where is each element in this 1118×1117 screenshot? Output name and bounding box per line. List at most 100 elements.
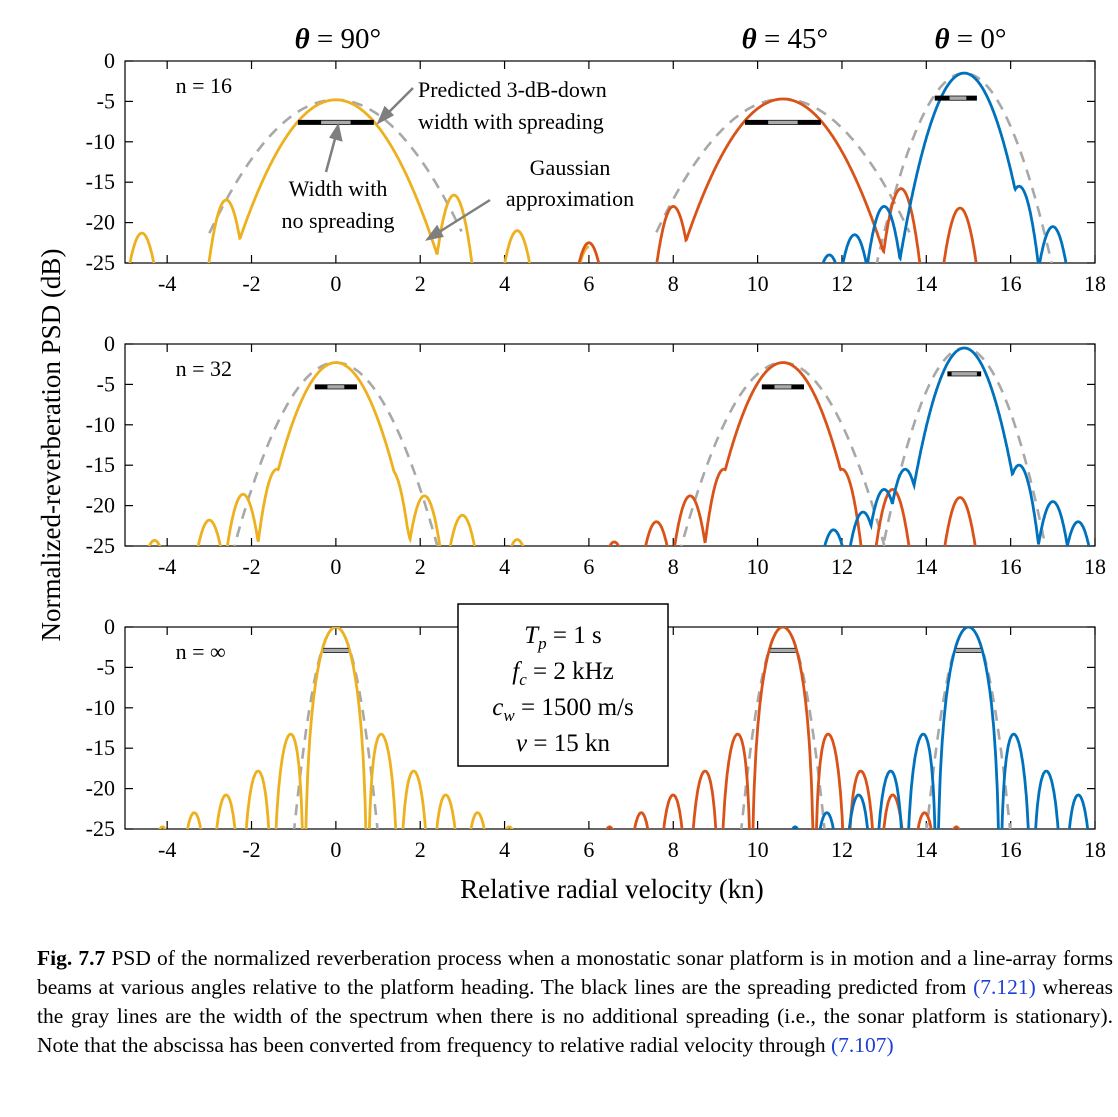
y-tick-label: -5 (97, 371, 115, 396)
x-tick-label: -2 (242, 837, 260, 862)
psd-figure: θ = 90° θ = 45° θ = 0° -4 -2 0 2 4 6 8 10 12 14 16 18… (36, 23, 1106, 904)
y-tick-label: -5 (97, 88, 115, 113)
psd-curve-blue (791, 627, 1090, 829)
gaussian-curve (925, 627, 1012, 829)
axes-frame (124, 60, 1096, 264)
x-tick-label: 16 (1000, 271, 1022, 296)
arrow-nospread-head (329, 122, 343, 142)
caption-label: Fig. 7.7 (37, 946, 106, 970)
x-tick-label: 2 (415, 837, 426, 862)
x-tick-label: 10 (747, 271, 769, 296)
x-tick-label: 14 (915, 837, 937, 862)
x-axis-label: Relative radial velocity (kn) (460, 874, 764, 904)
psd-curve-orange (608, 361, 977, 546)
x-tick-label: 12 (831, 837, 853, 862)
y-tick-label: -25 (86, 533, 115, 558)
x-tick-label: 0 (330, 837, 341, 862)
arrow-nospread (324, 134, 338, 173)
parameter-2: cw = 1500 m/s (492, 694, 633, 725)
gaussian-curve (875, 71, 1053, 263)
y-tick-label: 0 (104, 614, 115, 639)
y-tick-label: -10 (86, 695, 115, 720)
figure-caption: Fig. 7.7 PSD of the normalized reverbera… (37, 944, 1113, 1060)
psd-curve-yellow (158, 627, 514, 829)
y-tick-label: -10 (86, 129, 115, 154)
psd-curve-yellow (147, 361, 525, 546)
y-tick-label: -20 (86, 776, 115, 801)
annotation-predicted-line1: Predicted 3-dB-down (418, 77, 607, 102)
x-tick-label: 0 (330, 271, 341, 296)
annotation-gauss-line1: Gaussian (530, 155, 611, 180)
x-tick-label: 12 (831, 271, 853, 296)
x-tick-label: 16 (1000, 837, 1022, 862)
x-tick-label: 10 (747, 554, 769, 579)
annotation-nospread-line2: no spreading (281, 208, 394, 233)
panel-ninf: -4 -2 0 2 4 6 8 10 12 14 16 180-5-10-15-20-25n = ∞ (86, 614, 1106, 862)
x-tick-label: 6 (583, 837, 594, 862)
caption-text-1: PSD of the normalized reverberation proc… (37, 946, 1114, 999)
angle-header-1: θ = 45° (742, 23, 829, 55)
y-tick-label: 0 (104, 331, 115, 356)
x-tick-label: 18 (1084, 271, 1106, 296)
parameter-3: v = 15 kn (516, 730, 610, 757)
y-tick-label: 0 (104, 48, 115, 73)
psd-curve-orange (577, 97, 978, 263)
x-tick-label: 4 (499, 554, 510, 579)
gaussian-curve (680, 361, 886, 546)
psd-curve-blue (823, 346, 1091, 546)
gaussian-curve (292, 627, 379, 829)
x-tick-label: 8 (668, 271, 679, 296)
panel-n32: -4 -2 0 2 4 6 8 10 12 14 16 180-5-10-15-20-25n = 32 (86, 331, 1106, 579)
annotations: Predicted 3-dB-down width with spreading… (281, 77, 634, 241)
x-tick-label: 4 (499, 837, 510, 862)
y-tick-label: -15 (86, 452, 115, 477)
annotation-predicted-line2: width with spreading (418, 109, 604, 134)
x-tick-label: -4 (158, 554, 176, 579)
parameter-box-frame (457, 603, 669, 767)
y-tick-label: -20 (86, 210, 115, 235)
y-tick-label: -15 (86, 169, 115, 194)
y-tick-label: -25 (86, 816, 115, 841)
y-tick-label: -20 (86, 493, 115, 518)
annotation-nospread-line1: Width with (289, 176, 388, 201)
parameter-0: Tp = 1 s (524, 622, 601, 653)
x-tick-label: 2 (415, 554, 426, 579)
x-tick-label: 2 (415, 271, 426, 296)
x-tick-label: 16 (1000, 554, 1022, 579)
y-tick-label: -25 (86, 250, 115, 275)
x-tick-label: 6 (583, 271, 594, 296)
y-tick-label: -10 (86, 412, 115, 437)
annotation-gauss-line2: approximation (506, 186, 634, 211)
gaussian-curve (655, 97, 911, 233)
x-tick-label: 8 (668, 837, 679, 862)
x-tick-label: 18 (1084, 554, 1106, 579)
x-tick-label: 8 (668, 554, 679, 579)
angle-header-2: θ = 0° (934, 23, 1006, 55)
y-axis-label: Normalized-reverberation PSD (dB) (36, 249, 66, 642)
x-tick-label: 14 (915, 271, 937, 296)
y-tick-label: -5 (97, 654, 115, 679)
panel-n16: -4 -2 0 2 4 6 8 10 12 14 16 180-5-10-15-20-25n = 16 (86, 48, 1106, 296)
x-tick-label: 10 (747, 837, 769, 862)
x-tick-label: 0 (330, 554, 341, 579)
psd-curve-blue (821, 71, 1068, 263)
x-tick-label: 18 (1084, 837, 1106, 862)
x-tick-label: 12 (831, 554, 853, 579)
x-tick-label: 6 (583, 554, 594, 579)
x-tick-label: 14 (915, 554, 937, 579)
panel-label: n = ∞ (176, 639, 226, 664)
arrow-predicted-head (376, 105, 395, 125)
caption-text-2: whereas the gray lines are the width of … (37, 975, 1113, 1057)
arrow-gauss (435, 198, 491, 236)
x-tick-label: 4 (499, 271, 510, 296)
arrow-gauss-head (424, 224, 444, 241)
caption-ref-7-107[interactable]: (7.107) (831, 1033, 894, 1057)
x-tick-label: -4 (158, 837, 176, 862)
angle-headers: θ = 90° θ = 45° θ = 0° (295, 23, 1007, 55)
gaussian-curve (233, 361, 439, 546)
psd-curve-yellow (128, 98, 590, 263)
x-tick-label: -2 (242, 271, 260, 296)
angle-header-0: θ = 90° (295, 23, 382, 55)
caption-ref-7-121[interactable]: (7.121) (973, 975, 1036, 999)
panel-label: n = 16 (176, 73, 232, 98)
